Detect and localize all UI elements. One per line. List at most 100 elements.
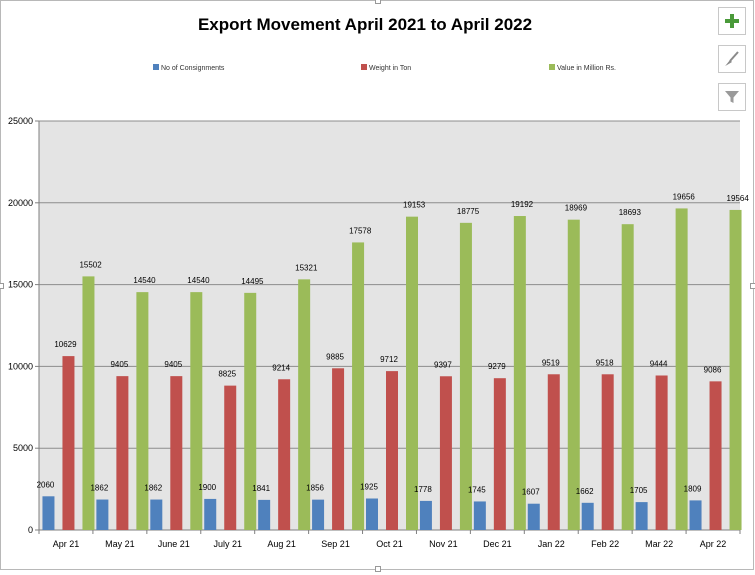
bar-s1 bbox=[150, 499, 163, 530]
bar-s3 bbox=[513, 216, 526, 531]
data-label: 9519 bbox=[542, 358, 560, 367]
chart-styles-button[interactable] bbox=[718, 45, 746, 73]
bar-s1 bbox=[581, 502, 594, 530]
x-tick-label: Apr 22 bbox=[700, 539, 727, 549]
data-label: 1925 bbox=[360, 483, 378, 492]
data-label: 9279 bbox=[488, 362, 506, 371]
chart-title: Export Movement April 2021 to April 2022 bbox=[197, 15, 533, 34]
bar-s3 bbox=[298, 279, 311, 530]
resize-handle-left[interactable] bbox=[0, 283, 4, 289]
bar-s2 bbox=[224, 385, 237, 530]
data-label: 9214 bbox=[272, 363, 290, 372]
data-label: 10629 bbox=[54, 340, 77, 349]
x-tick-label: Apr 21 bbox=[53, 539, 80, 549]
bar-s2 bbox=[439, 376, 452, 530]
bar-s3 bbox=[136, 292, 149, 530]
bar-s3 bbox=[567, 219, 580, 530]
y-tick-label: 0 bbox=[28, 525, 33, 535]
data-label: 15502 bbox=[79, 260, 102, 269]
bar-s3 bbox=[459, 222, 472, 530]
bar-s3 bbox=[406, 216, 418, 530]
bar-s2 bbox=[116, 376, 129, 530]
bar-s2 bbox=[493, 378, 506, 530]
bar-s3 bbox=[729, 209, 742, 530]
data-label: 9397 bbox=[434, 360, 452, 369]
y-tick-label: 20000 bbox=[8, 198, 33, 208]
data-label: 14495 bbox=[241, 277, 264, 286]
data-label: 1841 bbox=[252, 484, 270, 493]
data-label: 18969 bbox=[565, 204, 588, 213]
bar-s1 bbox=[366, 498, 378, 530]
bar-s2 bbox=[547, 374, 560, 530]
data-label: 9405 bbox=[164, 360, 182, 369]
bar-s2 bbox=[278, 379, 291, 530]
add-chart-element-button[interactable] bbox=[718, 7, 746, 35]
data-label: 9885 bbox=[326, 352, 344, 361]
data-label: 1856 bbox=[306, 484, 324, 493]
x-tick-label: Sep 21 bbox=[321, 539, 350, 549]
data-label: 1705 bbox=[630, 486, 648, 495]
resize-handle-bottom[interactable] bbox=[375, 566, 381, 572]
x-tick-label: Dec 21 bbox=[483, 539, 512, 549]
data-label: 1809 bbox=[684, 484, 702, 493]
data-label: 9518 bbox=[596, 358, 614, 367]
data-label: 1862 bbox=[144, 484, 162, 493]
bar-s1 bbox=[635, 502, 648, 530]
bar-s3 bbox=[244, 292, 257, 530]
bar-s1 bbox=[473, 501, 486, 530]
x-tick-label: May 21 bbox=[105, 539, 135, 549]
data-label: 9405 bbox=[110, 360, 128, 369]
bar-s3 bbox=[352, 242, 365, 530]
data-label: 17578 bbox=[349, 226, 372, 235]
legend-swatch bbox=[153, 64, 159, 70]
data-label: 1662 bbox=[576, 487, 594, 496]
data-label: 1862 bbox=[90, 484, 108, 493]
resize-handle-right[interactable] bbox=[750, 283, 755, 289]
bar-s1 bbox=[96, 499, 109, 530]
bar-s2 bbox=[386, 371, 398, 530]
x-tick-label: Mar 22 bbox=[645, 539, 673, 549]
data-label: 14540 bbox=[133, 276, 156, 285]
legend-entry: No of Consignments bbox=[161, 65, 225, 72]
bar-s3 bbox=[675, 208, 688, 530]
bar-s1 bbox=[419, 500, 432, 530]
data-label: 1745 bbox=[468, 485, 486, 494]
plus-icon bbox=[725, 14, 739, 28]
legend-swatch bbox=[361, 64, 367, 70]
filter-icon bbox=[725, 91, 739, 103]
data-label: 2060 bbox=[37, 480, 55, 489]
x-tick-label: Oct 21 bbox=[376, 539, 403, 549]
bar-s1 bbox=[204, 498, 217, 530]
chart-filters-button[interactable] bbox=[718, 83, 746, 111]
data-label: 19192 bbox=[511, 200, 534, 209]
x-tick-label: Feb 22 bbox=[591, 539, 619, 549]
data-label: 1607 bbox=[522, 488, 540, 497]
data-label: 9444 bbox=[650, 359, 668, 368]
brush-icon bbox=[725, 51, 739, 66]
x-tick-label: June 21 bbox=[158, 539, 190, 549]
resize-handle-top[interactable] bbox=[375, 0, 381, 4]
y-tick-label: 25000 bbox=[8, 116, 33, 126]
x-tick-label: July 21 bbox=[213, 539, 242, 549]
data-label: 15321 bbox=[295, 263, 318, 272]
bar-s2 bbox=[709, 381, 722, 530]
data-label: 19656 bbox=[673, 192, 696, 201]
bar-s3 bbox=[621, 224, 634, 530]
legend-swatch bbox=[549, 64, 555, 70]
x-tick-label: Aug 21 bbox=[267, 539, 296, 549]
data-label: 19153 bbox=[403, 201, 426, 210]
bar-s2 bbox=[601, 374, 614, 530]
data-label: 1778 bbox=[414, 485, 432, 494]
bar-s2 bbox=[170, 376, 183, 530]
x-tick-label: Nov 21 bbox=[429, 539, 458, 549]
bar-s3 bbox=[82, 276, 95, 530]
data-label: 18693 bbox=[619, 208, 642, 217]
data-label: 9712 bbox=[380, 355, 398, 364]
bar-s2 bbox=[655, 375, 668, 530]
bar-s1 bbox=[258, 499, 271, 530]
data-label: 14540 bbox=[187, 276, 210, 285]
data-label: 18775 bbox=[457, 207, 480, 216]
y-tick-label: 15000 bbox=[8, 280, 33, 290]
